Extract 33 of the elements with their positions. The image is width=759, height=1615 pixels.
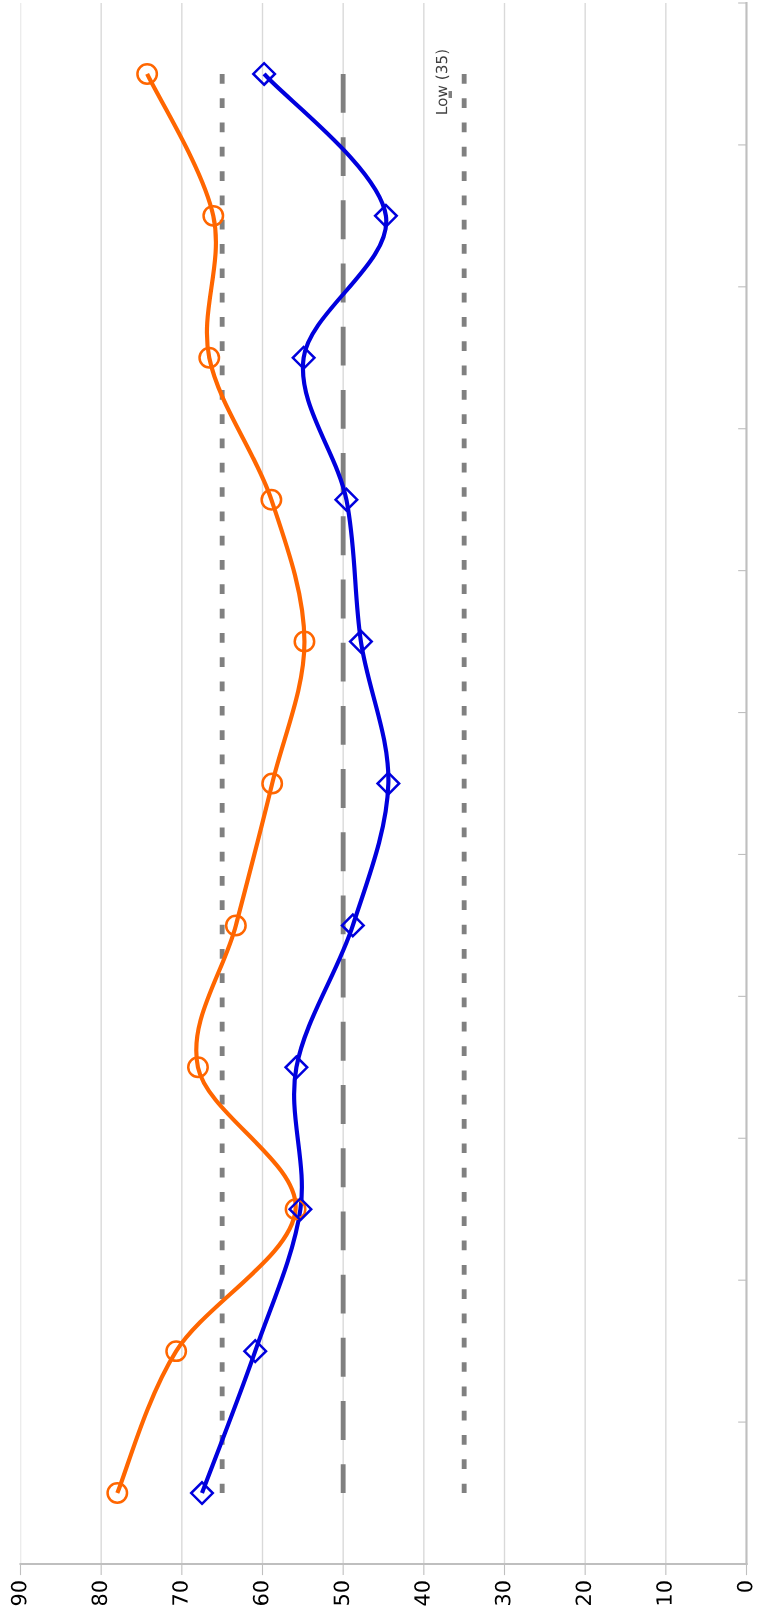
point: [261, 772, 284, 795]
point: [340, 913, 365, 938]
point: [293, 630, 316, 653]
x-tick-label: 40: [414, 1581, 430, 1606]
point: [243, 1339, 268, 1364]
point: [189, 1480, 215, 1506]
x-tick-label: 0: [736, 1581, 753, 1592]
point: [186, 1056, 209, 1079]
point: [373, 203, 398, 228]
point: [260, 488, 283, 511]
point: [376, 771, 401, 796]
point: [284, 1198, 307, 1221]
point: [224, 914, 247, 937]
point: [165, 1340, 188, 1363]
x-tick-label: 80: [91, 1581, 108, 1606]
point: [284, 1055, 309, 1080]
x-tick-label: 10: [656, 1581, 672, 1605]
point: [106, 1482, 129, 1505]
point: [252, 61, 277, 87]
x-tick-label: 20: [575, 1581, 592, 1605]
x-tick-label: 30: [494, 1581, 511, 1605]
x-tick-label: 60: [252, 1581, 269, 1606]
point: [291, 345, 316, 370]
x-tick-label: 70: [172, 1581, 188, 1605]
point: [198, 346, 221, 369]
point: [202, 204, 225, 227]
point: [348, 629, 373, 654]
x-tick-label: 90: [10, 1581, 27, 1606]
ref-line-label: Low (35): [435, 50, 450, 114]
point: [136, 62, 159, 85]
point: [288, 1197, 313, 1222]
point: [334, 487, 359, 512]
x-tick-label: 50: [333, 1581, 350, 1605]
